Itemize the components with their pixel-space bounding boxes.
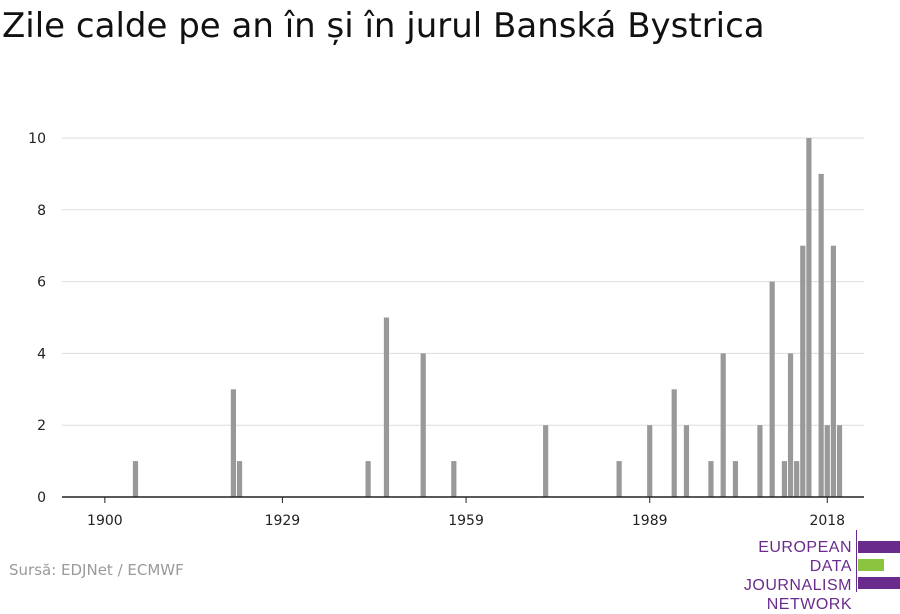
bar[interactable] xyxy=(720,353,726,497)
x-tick-label: 1900 xyxy=(87,513,123,529)
bar[interactable] xyxy=(671,389,677,497)
bar[interactable] xyxy=(647,425,653,497)
bar[interactable] xyxy=(806,138,812,497)
axes xyxy=(62,496,864,503)
bar[interactable] xyxy=(708,461,714,497)
bar[interactable] xyxy=(732,461,739,497)
logo-bar-purple-bottom xyxy=(858,577,900,589)
bar[interactable] xyxy=(365,461,371,497)
tick-labels: 0 2 4 6 8 10 1900 1929 1959 1989 2018 xyxy=(28,131,845,529)
bar[interactable] xyxy=(800,245,806,497)
bar[interactable] xyxy=(818,173,824,497)
bar[interactable] xyxy=(236,461,243,497)
logo-bar-purple-top xyxy=(858,541,900,553)
y-tick-label: 4 xyxy=(37,346,46,362)
bar[interactable] xyxy=(383,317,390,498)
bar[interactable] xyxy=(543,425,549,497)
chart-title: Zile calde pe an în și în jurul Banská B… xyxy=(2,6,765,46)
logo-line-3: NETWORK xyxy=(766,596,852,613)
y-tick-label: 2 xyxy=(37,418,46,434)
bar[interactable] xyxy=(781,461,788,497)
grid-lines xyxy=(62,137,864,426)
y-tick-label: 6 xyxy=(37,275,46,291)
bar[interactable] xyxy=(451,461,457,497)
bar[interactable] xyxy=(683,425,690,497)
y-tick-label: 0 xyxy=(37,490,46,506)
bar[interactable] xyxy=(757,425,763,497)
bar[interactable] xyxy=(616,461,622,497)
bar[interactable] xyxy=(787,353,794,497)
bar[interactable] xyxy=(794,461,800,497)
bar[interactable] xyxy=(824,425,830,497)
bars xyxy=(132,138,843,498)
logo-line-2: DATA JOURNALISM xyxy=(743,558,852,594)
bar[interactable] xyxy=(132,461,139,497)
logo-bar-green xyxy=(858,559,884,571)
bar[interactable] xyxy=(836,425,843,497)
x-tick-label: 1959 xyxy=(448,513,484,529)
bar[interactable] xyxy=(769,281,775,497)
bar[interactable] xyxy=(830,245,836,497)
logo-divider xyxy=(856,530,857,592)
x-tick-label: 1929 xyxy=(265,513,301,529)
logo-line-1: EUROPEAN xyxy=(758,539,852,556)
bar-chart: 0 2 4 6 8 10 1900 1929 1959 1989 2018 xyxy=(28,131,864,529)
y-tick-label: 8 xyxy=(37,203,46,219)
bar[interactable] xyxy=(420,353,426,497)
y-tick-label: 10 xyxy=(28,131,46,147)
edjnet-logo[interactable]: EUROPEAN DATA JOURNALISM NETWORK xyxy=(700,530,900,613)
bar[interactable] xyxy=(230,389,237,497)
source-note: Sursă: EDJNet / ECMWF xyxy=(9,561,184,579)
x-tick-label: 2018 xyxy=(809,513,845,529)
x-tick-label: 1989 xyxy=(632,513,668,529)
logo-text: EUROPEAN DATA JOURNALISM NETWORK xyxy=(700,538,852,614)
